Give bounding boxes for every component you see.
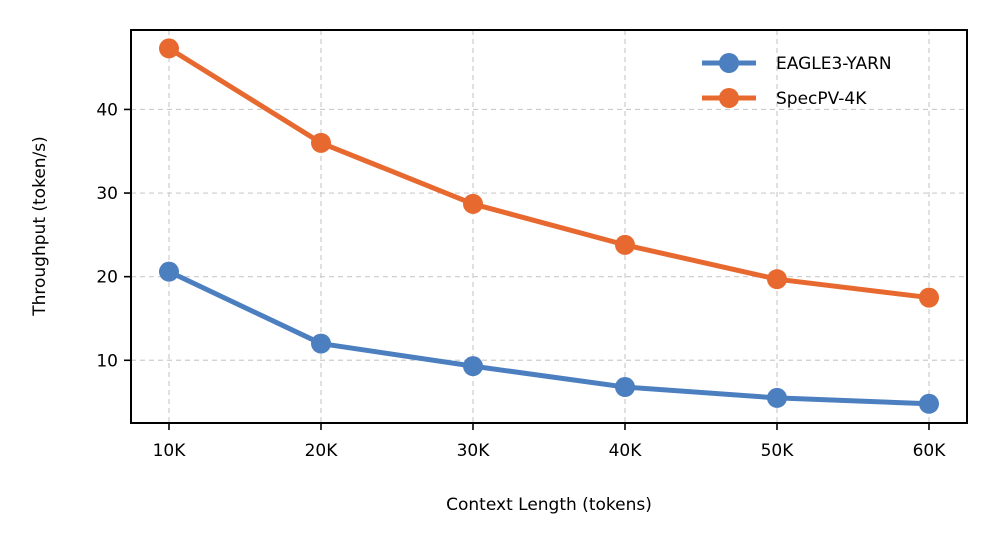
y-tick-label: 10 bbox=[96, 351, 118, 371]
x-axis-label: Context Length (tokens) bbox=[446, 495, 652, 515]
legend: EAGLE3-YARN SpecPV-4K bbox=[702, 53, 892, 109]
y-tick-label: 30 bbox=[96, 184, 118, 204]
axis-ticks: 10K 20K 30K 40K 50K 60K 10 20 30 40 bbox=[96, 100, 946, 461]
series-line bbox=[166, 45, 932, 301]
data-point bbox=[311, 333, 331, 354]
x-tick-label: 60K bbox=[913, 441, 947, 461]
series-layer bbox=[159, 38, 939, 414]
series-0 bbox=[159, 261, 939, 414]
y-axis-label: Throughput (token/s) bbox=[30, 136, 50, 317]
legend-item: SpecPV-4K bbox=[702, 88, 867, 109]
data-point bbox=[615, 234, 635, 255]
data-point bbox=[615, 377, 635, 398]
x-tick-label: 50K bbox=[761, 441, 795, 461]
legend-marker bbox=[719, 53, 739, 73]
plot-frame bbox=[130, 29, 968, 424]
data-point bbox=[767, 269, 787, 290]
data-point bbox=[463, 356, 483, 377]
data-point bbox=[311, 132, 331, 153]
legend-label: SpecPV-4K bbox=[776, 89, 867, 109]
grid bbox=[131, 30, 967, 423]
data-point bbox=[767, 387, 787, 408]
legend-item: EAGLE3-YARN bbox=[702, 53, 892, 74]
y-tick-label: 20 bbox=[96, 268, 118, 288]
legend-marker bbox=[719, 88, 739, 108]
legend-label: EAGLE3-YARN bbox=[776, 54, 892, 74]
x-tick-label: 20K bbox=[305, 441, 339, 461]
series-1 bbox=[159, 38, 939, 308]
x-tick-label: 40K bbox=[609, 441, 643, 461]
data-point bbox=[463, 193, 483, 214]
data-point bbox=[919, 287, 939, 308]
x-tick-label: 30K bbox=[457, 441, 491, 461]
x-tick-label: 10K bbox=[153, 441, 187, 461]
data-point bbox=[159, 261, 179, 282]
y-tick-label: 40 bbox=[96, 100, 118, 120]
series-line bbox=[166, 269, 932, 407]
data-point bbox=[159, 38, 179, 59]
data-point bbox=[919, 393, 939, 414]
